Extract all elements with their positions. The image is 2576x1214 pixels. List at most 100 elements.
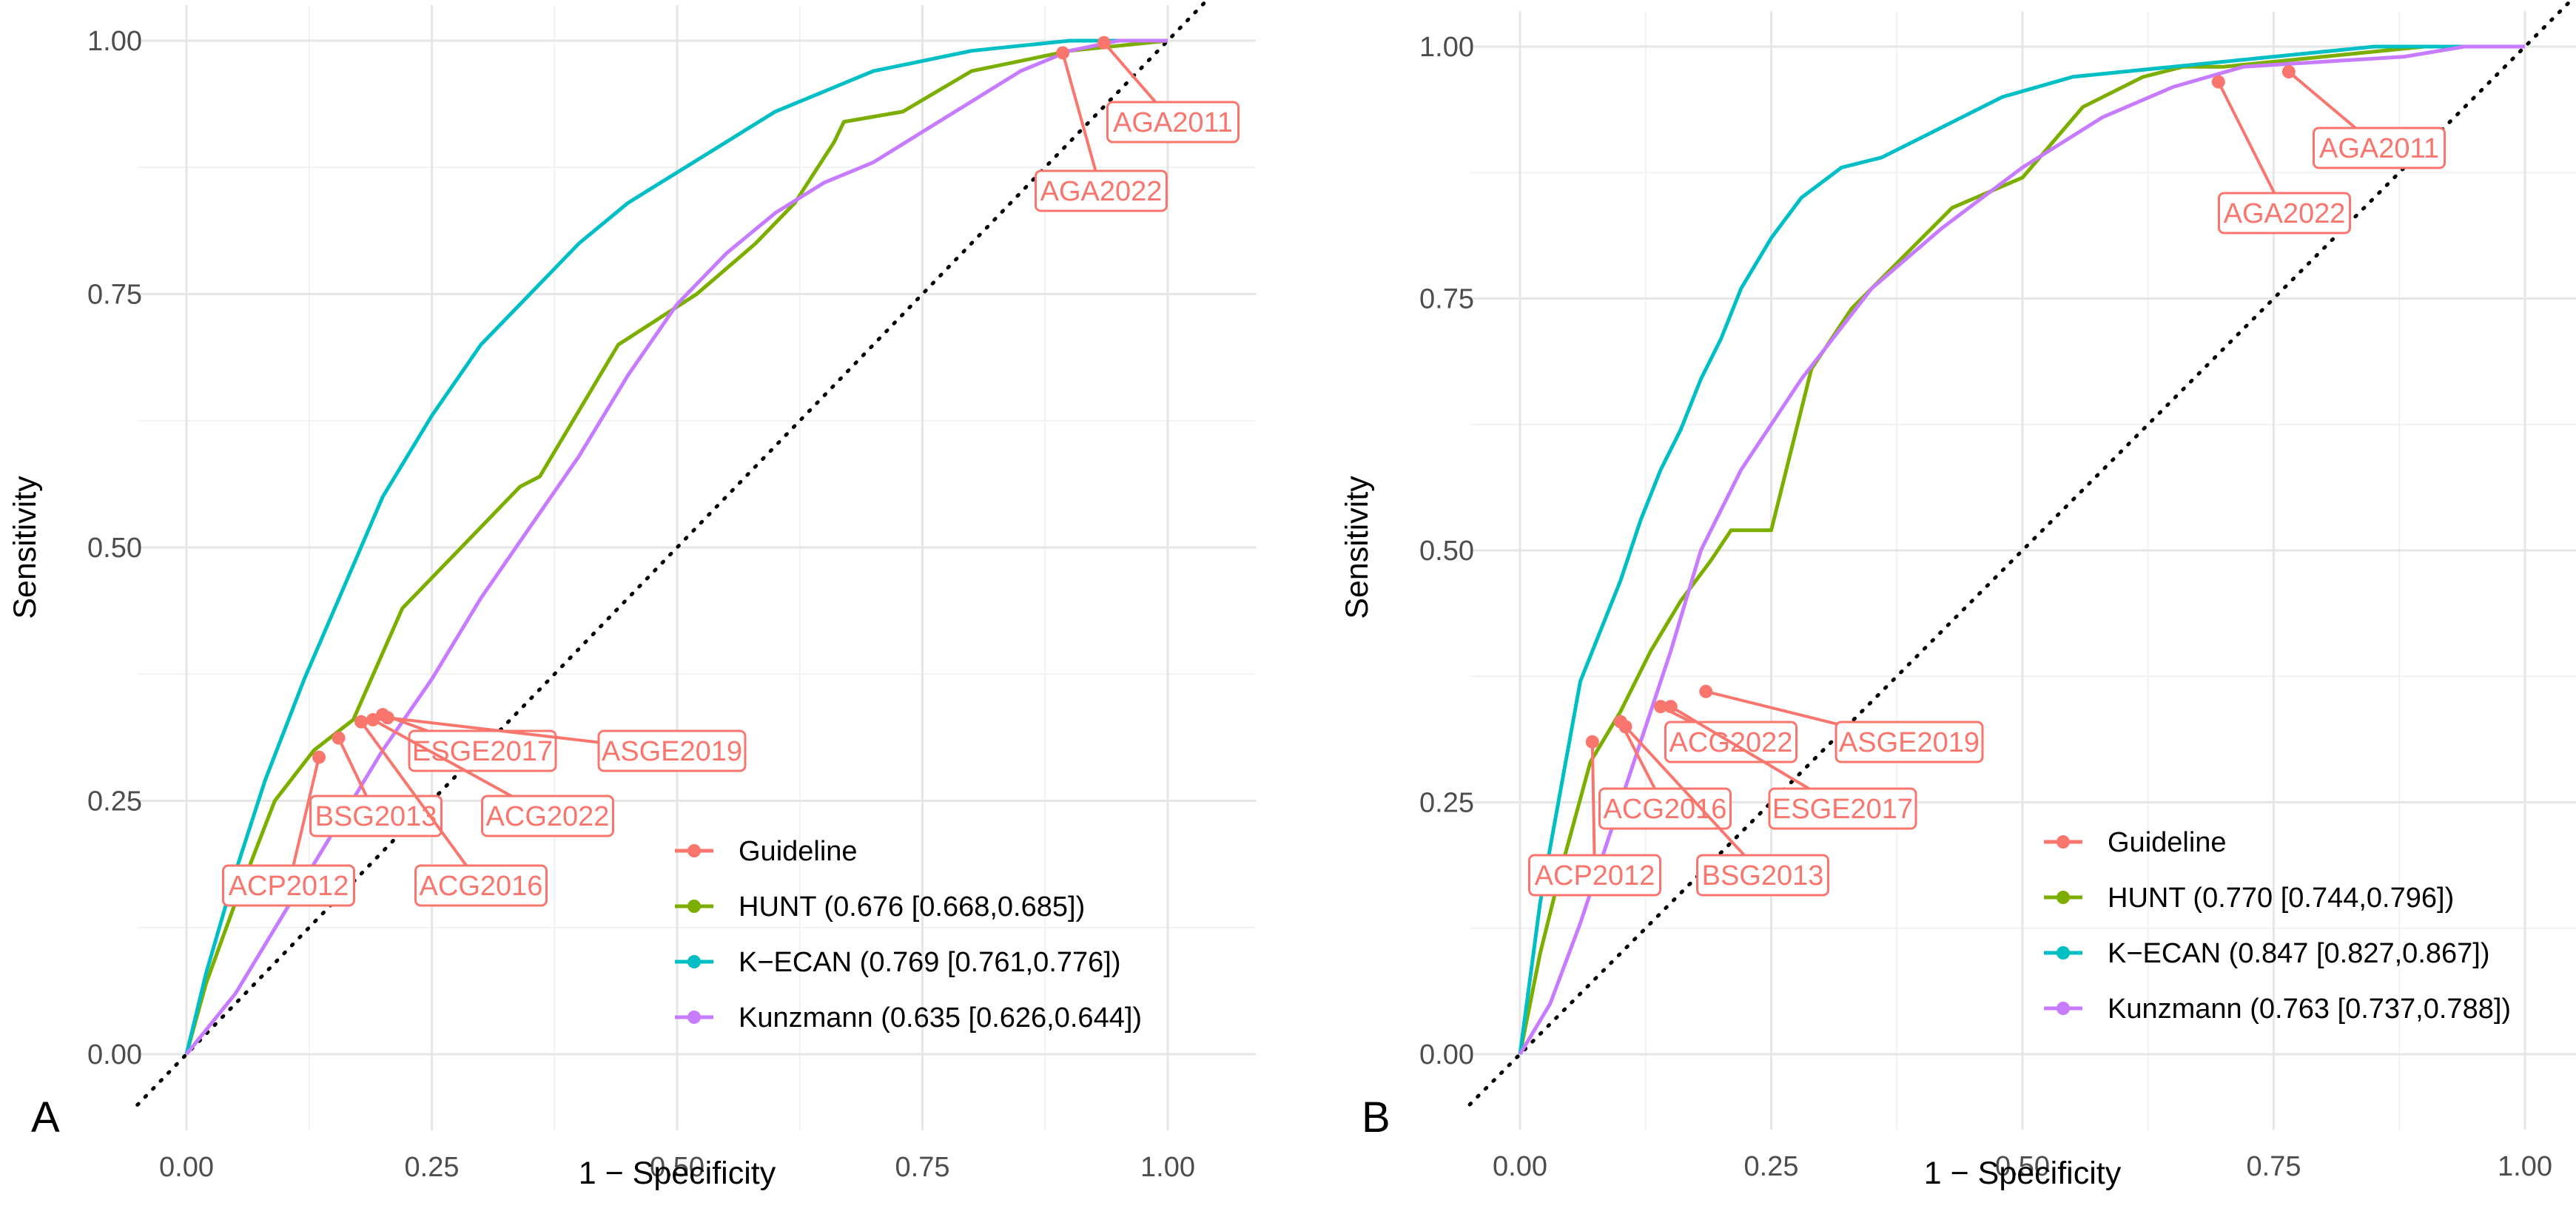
legend-key-point (2057, 1002, 2070, 1015)
guideline-label: BSG2013 (315, 801, 437, 832)
x-tick-label: 0.00 (159, 1152, 214, 1183)
guideline-label-box (1696, 854, 1829, 897)
guideline-point (312, 750, 326, 764)
legend-key-point (687, 900, 701, 913)
y-tick-label: 1.00 (1419, 32, 1474, 63)
y-tick-label: 0.50 (1419, 536, 1474, 567)
guideline-leader-line (1061, 52, 1103, 192)
x-tick-label: 0.00 (1493, 1151, 1547, 1182)
legend-label: HUNT (0.770 [0.744,0.796]) (2108, 883, 2454, 914)
guideline-label-box (1598, 787, 1732, 830)
y-tick-label: 0.00 (1419, 1039, 1474, 1070)
guideline-point (380, 711, 394, 725)
guideline-label-box (1835, 721, 1984, 763)
guideline-leader-line (1624, 725, 1764, 877)
legend-label: K−ECAN (0.769 [0.761,0.776]) (739, 947, 1121, 978)
guideline-point (1097, 36, 1111, 50)
y-tick-label: 0.75 (1419, 284, 1474, 315)
guideline-label-box (597, 729, 747, 772)
guideline-label-box (481, 795, 614, 837)
y-tick-label: 0.25 (1419, 788, 1474, 819)
x-tick-label: 1.00 (2498, 1151, 2552, 1182)
guideline-label-box (414, 864, 548, 907)
guideline-label: AGA2011 (1113, 107, 1233, 138)
panel-b: 0.00 0.25 0.50 0.75 1.00 0.00 0.25 0.50 0.75 1.00… (1339, 0, 2576, 1191)
legend-key-point (687, 844, 701, 857)
guideline-label: ACG2016 (1604, 794, 1727, 825)
legend-label: K−ECAN (0.847 [0.827,0.867]) (2108, 938, 2490, 969)
guideline-point (2211, 75, 2225, 89)
y-tick-label: 1.00 (87, 26, 142, 57)
guideline-label: ESGE2017 (1772, 794, 1913, 825)
guideline-label: AGA2011 (2319, 133, 2439, 164)
y-axis-title: Sensitivity (7, 476, 43, 619)
y-tick-label: 0.25 (87, 786, 142, 817)
y-tick-label: 0.00 (87, 1039, 142, 1070)
guideline-label-box (2218, 192, 2351, 235)
legend-label: Kunzmann (0.763 [0.737,0.788]) (2108, 994, 2511, 1025)
guideline-point (332, 731, 346, 745)
series-line (184, 38, 1168, 1055)
guideline-label-box (309, 795, 443, 837)
guideline-label-box (1528, 854, 1661, 897)
series-line (1518, 44, 2525, 1055)
guideline-label: BSG2013 (1702, 860, 1824, 891)
guideline-label-box (222, 864, 355, 907)
legend-label: Guideline (2108, 827, 2227, 858)
x-tick-label: 0.75 (895, 1152, 950, 1183)
guideline-point (1585, 735, 1599, 749)
legend-label: Guideline (739, 836, 858, 867)
reference-diagonal-line (1467, 0, 2575, 1107)
guideline-leader-line (360, 721, 482, 887)
guideline-label: ACG2016 (420, 871, 543, 902)
reference-diagonal-line (135, 0, 1210, 1107)
guideline-point (1699, 684, 1713, 698)
guideline-leader-line (2217, 81, 2286, 214)
series-line (1518, 44, 2525, 1056)
x-tick-label: 1.00 (1140, 1152, 1195, 1183)
legend-label: Kunzmann (0.635 [0.626,0.644]) (739, 1002, 1142, 1033)
guideline-point (1664, 700, 1678, 714)
x-axis-title: 1 − Specificity (1924, 1156, 2122, 1191)
guideline-point (1056, 46, 1070, 60)
guideline-label-box (1035, 169, 1168, 212)
guideline-point (366, 712, 380, 726)
legend-key-point (687, 1011, 701, 1024)
guideline-label-box (2313, 127, 2446, 169)
guideline-label: AGA2022 (2224, 198, 2346, 229)
legend-key-point (687, 955, 701, 968)
x-tick-label: 0.75 (2247, 1151, 2301, 1182)
x-tick-label: 0.25 (1744, 1151, 1799, 1182)
guideline-label: ASGE2019 (1839, 727, 1980, 758)
guideline-leader-line (1590, 741, 1596, 876)
x-tick-label: 0.25 (405, 1152, 460, 1183)
panel-a: 0.00 0.25 0.50 0.75 1.00 0.00 0.25 0.50 0.75 1.00… (7, 0, 1257, 1191)
y-tick-label: 0.75 (87, 280, 142, 311)
x-tick-label: 0.50 (1995, 1151, 2050, 1182)
guideline-point (1618, 720, 1632, 734)
panel-letter: A (31, 1093, 60, 1142)
guideline-label: ACG2022 (486, 801, 610, 832)
x-axis-title: 1 − Specificity (579, 1156, 776, 1191)
guideline-label: ACP2012 (229, 871, 349, 902)
guideline-point (2281, 65, 2296, 79)
guideline-leader-line (287, 757, 320, 886)
guideline-label-box (1106, 101, 1240, 144)
panel-letter: B (1362, 1093, 1390, 1142)
guideline-point (354, 715, 369, 729)
legend-key-point (2057, 835, 2070, 849)
y-tick-label: 0.50 (87, 533, 142, 564)
series-line (184, 38, 1168, 1055)
legend: Guideline HUNT (0.676 [0.668,0.685]) K−ECA… (675, 836, 1142, 1033)
guideline-label: ACP2012 (1535, 860, 1655, 891)
x-tick-label: 0.50 (650, 1152, 704, 1183)
guideline-point (1654, 700, 1668, 714)
legend-key-point (2057, 946, 2070, 960)
legend: Guideline HUNT (0.770 [0.744,0.796]) K−ECA… (2044, 827, 2511, 1025)
guideline-label-box (1768, 787, 1917, 830)
y-axis-title: Sensitivity (1339, 476, 1375, 619)
legend-label: HUNT (0.676 [0.668,0.685]) (739, 891, 1085, 923)
legend-key-point (2057, 891, 2070, 904)
guideline-label: AGA2022 (1040, 176, 1163, 207)
